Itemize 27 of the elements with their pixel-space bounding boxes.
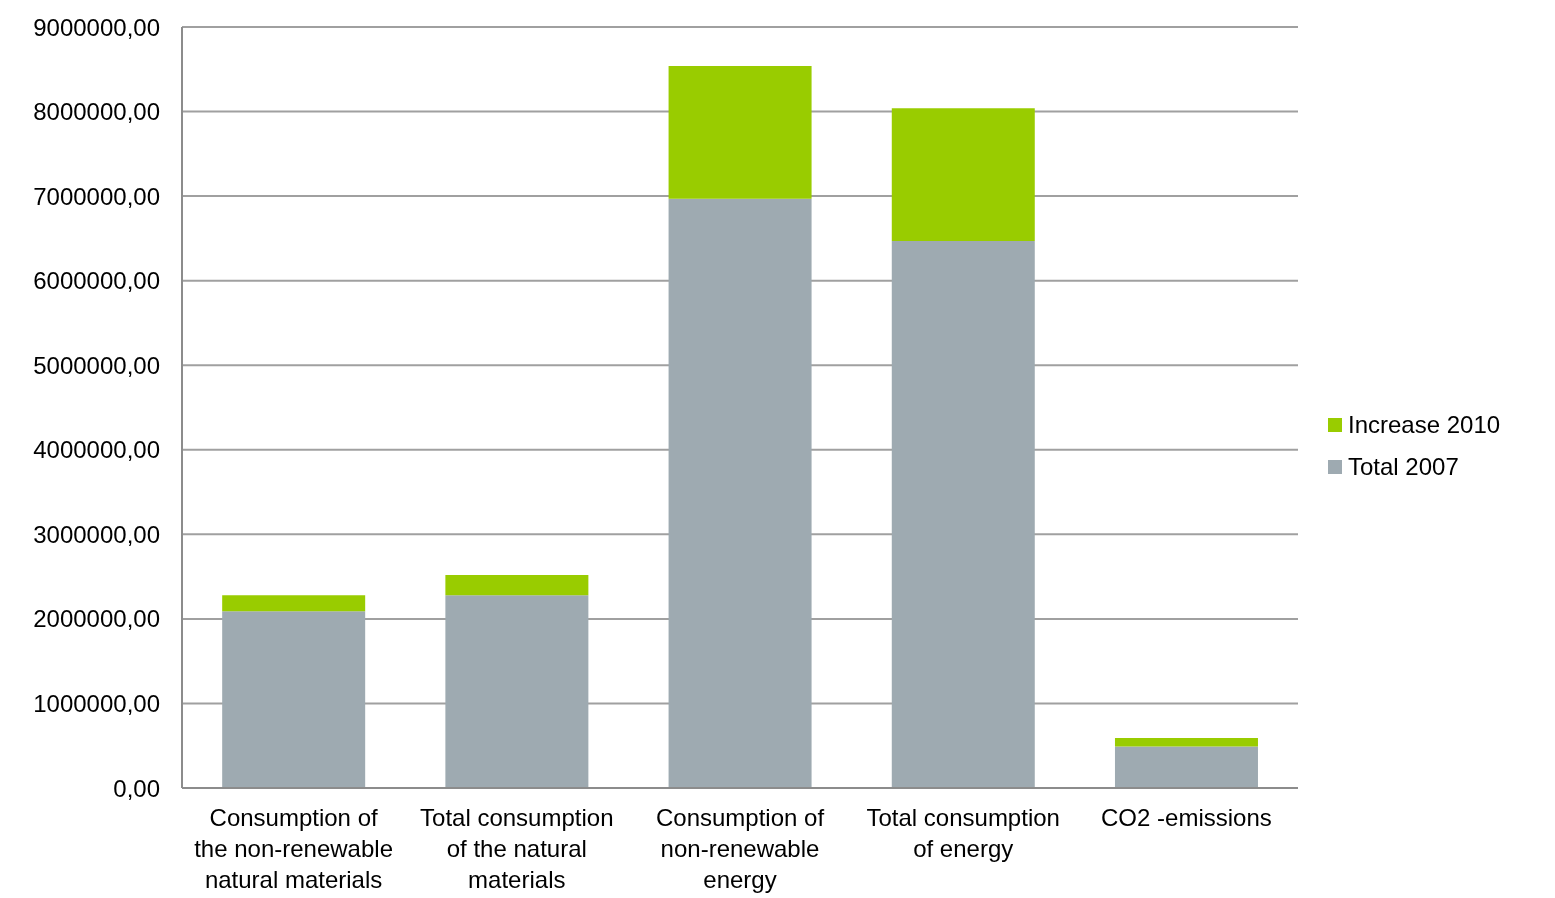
x-tick-label: Consumption of non-renewable energy xyxy=(655,804,825,893)
y-tick-label: 7000000,00 xyxy=(33,182,160,210)
bar xyxy=(891,108,1035,241)
bar xyxy=(1114,738,1258,747)
bar xyxy=(445,574,589,596)
y-tick-label: 6000000,00 xyxy=(33,267,160,295)
bar xyxy=(222,595,366,612)
legend-label: Increase 2010 xyxy=(1348,411,1501,439)
y-tick-label: 5000000,00 xyxy=(33,351,160,379)
x-tick-label: Total consumption of energy xyxy=(866,804,1060,862)
bar xyxy=(222,611,366,788)
y-tick-label: 9000000,00 xyxy=(33,13,160,41)
y-tick-label: 2000000,00 xyxy=(33,605,160,633)
x-tick-label: Consumption of the non-renewable natural materials xyxy=(194,804,394,893)
y-tick-label: 3000000,00 xyxy=(33,520,160,548)
bar xyxy=(668,65,812,199)
y-tick-label: 1000000,00 xyxy=(33,689,160,717)
x-tick-label: CO2 -emissions xyxy=(1101,804,1272,831)
y-tick-label: 8000000,00 xyxy=(33,98,160,126)
x-tick-label: Total consumption of the natural materials xyxy=(420,804,614,893)
bar xyxy=(1114,746,1258,788)
y-tick-label: 0,00 xyxy=(113,774,160,802)
bar xyxy=(891,240,1035,788)
bar xyxy=(668,198,812,788)
y-tick-label: 4000000,00 xyxy=(33,436,160,464)
bar xyxy=(445,595,589,788)
legend-label: Total 2007 xyxy=(1348,453,1459,481)
